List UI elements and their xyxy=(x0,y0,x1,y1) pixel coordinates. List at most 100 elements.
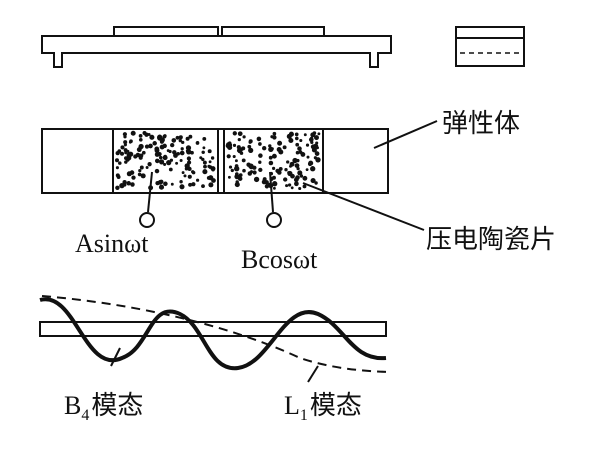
ceramic-dot xyxy=(202,160,207,165)
ceramic-dot xyxy=(262,177,267,182)
ceramic-dot xyxy=(186,156,192,161)
ceramic-dot xyxy=(178,138,182,143)
ceramic-dot xyxy=(184,163,190,169)
ceramic-dot xyxy=(306,155,310,159)
ceramic-dot xyxy=(140,173,146,179)
ceramic-dot xyxy=(170,182,174,186)
ceramic-dot xyxy=(238,147,244,152)
ceramic-dot xyxy=(203,164,207,169)
ceramic-dot xyxy=(187,174,192,179)
ceramic-dot xyxy=(237,137,241,142)
ceramic-dot xyxy=(271,153,277,159)
label-l1-mode: L1模态 xyxy=(284,391,362,424)
ceramic-dot xyxy=(179,180,183,184)
ceramic-dot xyxy=(118,161,122,165)
ceramic-dot xyxy=(305,143,310,147)
ceramic-dot xyxy=(115,158,119,163)
elastic-body-bar xyxy=(41,128,389,194)
ceramic-dot xyxy=(299,138,303,143)
label-piezo-ceramic: 压电陶瓷片 xyxy=(426,225,556,255)
ceramic-dot xyxy=(185,145,192,151)
electrode-lead-a xyxy=(147,171,153,213)
ceramic-dot xyxy=(248,147,254,153)
leader-line-elastic-body xyxy=(373,120,438,149)
ceramic-dot xyxy=(234,182,240,188)
ceramic-dot xyxy=(130,182,135,187)
ceramic-dot xyxy=(275,168,280,174)
ceramic-dot xyxy=(123,143,127,147)
ceramic-dot xyxy=(295,150,300,155)
ceramic-dot xyxy=(282,145,287,150)
ceramic-dot xyxy=(152,141,157,146)
ceramic-dot xyxy=(227,175,231,179)
ceramic-dot xyxy=(144,144,150,149)
ceramic-dot xyxy=(264,180,269,185)
ceramic-dot xyxy=(211,168,215,172)
ceramic-dot xyxy=(310,166,316,172)
ceramic-dot xyxy=(124,156,128,160)
ceramic-dot xyxy=(290,186,294,190)
ceramic-dot xyxy=(120,145,125,150)
ceramic-dot xyxy=(163,162,167,166)
ceramic-dot xyxy=(199,156,203,160)
ceramic-dot xyxy=(294,163,300,169)
stator-top-view xyxy=(41,120,438,231)
ceramic-dot xyxy=(294,181,299,187)
ceramic-dot xyxy=(180,147,184,151)
ceramic-dot xyxy=(234,174,240,180)
ceramic-dot xyxy=(249,170,254,174)
ceramic-dot xyxy=(262,146,267,151)
ceramic-dot xyxy=(122,183,127,187)
ceramic-dot xyxy=(238,173,243,177)
label-signal-a: Asinωt xyxy=(75,229,149,258)
ceramic-dot xyxy=(286,160,290,164)
cross-section-view xyxy=(455,26,525,67)
ceramic-dot xyxy=(122,180,127,185)
ceramic-dot xyxy=(208,182,214,188)
ceramic-dot xyxy=(207,149,212,154)
ceramic-dot xyxy=(314,135,319,141)
piezo-pad-right xyxy=(221,26,325,37)
ceramic-dot xyxy=(138,134,143,138)
ceramic-dot xyxy=(270,147,274,151)
ceramic-dot xyxy=(166,159,172,166)
ceramic-dot xyxy=(232,143,237,147)
ceramic-dot xyxy=(145,166,149,169)
ceramic-dot xyxy=(191,170,195,174)
ceramic-dot xyxy=(159,139,164,144)
ceramic-dot xyxy=(115,185,120,191)
ceramic-dot xyxy=(123,135,127,139)
ceramic-dot xyxy=(157,134,163,140)
ceramic-dot xyxy=(242,168,246,173)
ceramic-dot xyxy=(187,160,192,165)
ceramic-dot xyxy=(208,175,214,181)
ceramic-dot xyxy=(195,141,200,145)
ceramic-dot xyxy=(162,134,167,139)
ceramic-dot xyxy=(317,132,321,136)
ceramic-dot xyxy=(138,137,143,142)
ceramic-dot xyxy=(202,169,208,175)
ceramic-dot xyxy=(258,167,263,173)
ceramic-dot xyxy=(179,158,183,163)
ceramic-dot xyxy=(155,180,160,186)
ceramic-dot xyxy=(163,181,168,187)
ceramic-dot xyxy=(178,135,183,140)
ceramic-dot xyxy=(137,172,142,177)
cross-section-box xyxy=(455,26,525,67)
ceramic-dot xyxy=(202,136,207,141)
ceramic-dot xyxy=(170,142,175,148)
ceramic-dot xyxy=(176,152,180,156)
ceramic-dot xyxy=(272,181,278,187)
leader-line-piezo-ceramic xyxy=(302,182,425,231)
ceramic-dot xyxy=(126,149,130,153)
ceramic-dot xyxy=(196,178,200,182)
b4-mode-curve xyxy=(39,297,387,371)
ceramic-dot xyxy=(207,164,211,168)
ceramic-dot xyxy=(287,170,293,177)
ceramic-dot xyxy=(252,170,257,175)
ceramic-dot xyxy=(139,165,144,170)
ceramic-dot xyxy=(202,146,206,150)
piezo-ceramic-right-dots xyxy=(225,131,321,191)
ceramic-dot xyxy=(302,175,308,181)
